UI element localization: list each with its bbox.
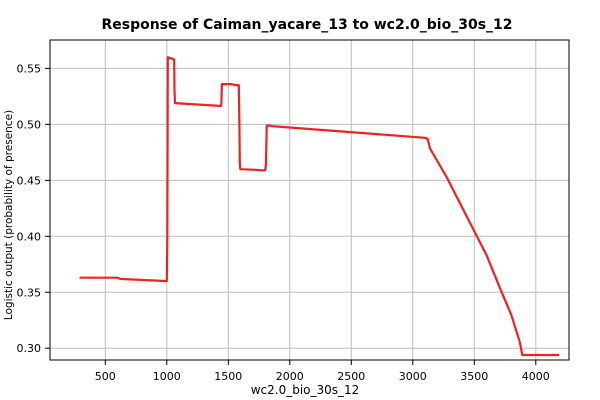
x-tick-label: 3500 [460,370,488,383]
axis-ticks: 500 1000 1500 2000 2500 3000 3500 4000 0.30 0.35 0… [17,62,550,383]
x-tick-label: 3000 [399,370,427,383]
y-tick-label: 0.40 [17,230,42,243]
series-layer [79,56,560,357]
y-tick-label: 0.45 [17,174,42,187]
x-tick-label: 1500 [214,370,242,383]
y-tick-label: 0.30 [17,342,42,355]
series-line [79,56,560,357]
y-tick-label: 0.55 [17,62,42,75]
x-tick-label: 500 [95,370,116,383]
plot-frame [49,39,570,361]
x-tick-label: 1000 [153,370,181,383]
x-tick-label: 4000 [522,370,550,383]
x-tick-label: 2500 [337,370,365,383]
x-tick-label: 2000 [276,370,304,383]
x-axis-label: wc2.0_bio_30s_12 [251,383,360,397]
y-tick-label: 0.50 [17,118,42,131]
grid [50,40,569,360]
y-axis-label: Logistic output (probability of presence… [3,110,15,320]
y-tick-label: 0.35 [17,286,42,299]
chart-title: Response of Caiman_yacare_13 to wc2.0_bi… [101,17,512,33]
